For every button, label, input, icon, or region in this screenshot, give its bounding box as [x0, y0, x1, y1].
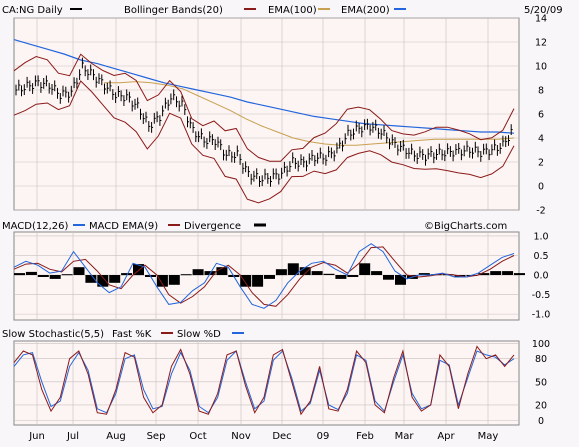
y-tick-label: 80	[535, 354, 547, 365]
divergence-bar	[25, 271, 37, 275]
y-tick-label: 50	[535, 377, 547, 388]
fast-k-label: Fast %K	[112, 329, 152, 340]
divergence-bar	[61, 274, 73, 276]
divergence-bar	[109, 275, 121, 283]
stoch-header: Slow Stochastic(5,5) Fast %K Slow %D	[2, 329, 244, 340]
x-tick-label: 09	[317, 431, 330, 442]
divergence-bar	[383, 275, 394, 280]
divergence-bar	[180, 274, 192, 276]
divergence-bar	[121, 273, 133, 276]
divergence-bar	[85, 275, 97, 283]
y-tick-label: 20	[535, 400, 547, 411]
macd-ema-line	[13, 246, 515, 307]
x-tick-label: Jun	[28, 431, 45, 442]
y-tick-label: 1.0	[533, 231, 548, 242]
bollinger-lower	[13, 80, 515, 204]
symbol-label: CA:NG Daily	[2, 5, 63, 16]
divergence-bar	[252, 275, 264, 287]
y-tick-label: 4	[538, 134, 544, 145]
y-tick-label: 10	[535, 62, 547, 73]
divergence-bar	[490, 271, 502, 275]
divergence-bar	[156, 275, 168, 287]
y-tick-label: 8	[538, 86, 544, 97]
bb-label: Bollinger Bands(20)	[124, 5, 223, 16]
bollinger-upper	[13, 53, 515, 162]
x-tick-label: Sep	[147, 431, 166, 442]
y-tick-label: 14	[535, 14, 547, 25]
divergence-bar	[418, 273, 430, 276]
divergence-bar	[395, 275, 406, 285]
x-tick-label: Mar	[395, 431, 415, 442]
divergence-bar	[287, 263, 299, 275]
x-tick-label: Feb	[356, 431, 374, 442]
price-y-tick-labels: -2 0 2 4 6 8 10 12 14	[535, 14, 547, 217]
divergence-bar	[275, 269, 287, 276]
macd-series-group	[13, 243, 525, 309]
x-tick-label: Aug	[106, 431, 126, 442]
macd-line	[13, 243, 515, 309]
x-tick-label: May	[478, 431, 499, 442]
x-tick-label: Dec	[272, 431, 291, 442]
y-tick-label: -1.0	[532, 310, 551, 321]
stoch-gridlines	[14, 341, 519, 425]
divergence-bar	[216, 267, 228, 275]
price-header: CA:NG Daily Bollinger Bands(20) EMA(100)…	[0, 0, 579, 18]
y-tick-label: -0.5	[532, 290, 551, 301]
x-tick-label: Nov	[231, 431, 251, 442]
divergence-bar	[371, 271, 383, 275]
divergence-bar	[168, 275, 180, 285]
divergence-bar	[502, 271, 514, 275]
x-tick-label: Oct	[189, 431, 206, 442]
stoch-series-group	[13, 345, 515, 416]
fast-k-line	[13, 345, 515, 416]
x-tick-label: Jul	[66, 431, 79, 442]
divergence-bar	[37, 275, 49, 277]
divergence-bar	[73, 267, 85, 275]
ema200-line	[13, 39, 515, 134]
date-label: 5/20/09	[524, 5, 563, 16]
divergence-bar	[97, 275, 109, 287]
divergence-bar	[311, 271, 323, 275]
macd-ema-label: MACD EMA(9)	[89, 221, 158, 232]
divergence-bar	[335, 275, 347, 279]
slow-d-label: Slow %D	[177, 329, 221, 340]
macd-label: MACD(12,26)	[2, 221, 69, 232]
y-tick-label: 0	[538, 182, 544, 193]
ema100-line	[104, 81, 515, 146]
divergence-bar	[299, 267, 311, 275]
price-gridlines	[14, 17, 519, 211]
y-tick-label: 12	[535, 38, 547, 49]
divergence-bar	[49, 275, 61, 279]
divergence-label: Divergence	[184, 221, 241, 232]
macd-y-tick-labels: 1.0 0.5 0.0 -0.5 -1.0	[532, 231, 551, 320]
y-tick-label: 0	[538, 416, 544, 427]
divergence-bar	[323, 273, 335, 275]
y-tick-label: 6	[538, 110, 544, 121]
x-tick-label: Apr	[437, 431, 455, 442]
y-tick-label: 2	[538, 158, 544, 169]
y-tick-label: -2	[536, 206, 545, 217]
y-tick-label: 0.0	[533, 271, 548, 282]
y-tick-label: 100	[532, 339, 550, 350]
x-axis-labels: Jun Jul Aug Sep Oct Nov Dec 09 Feb Mar Apr May	[28, 431, 498, 442]
divergence-bar	[514, 273, 525, 276]
y-tick-label: 0.5	[533, 251, 548, 262]
divergence-bar	[264, 275, 275, 279]
divergence-bar	[478, 273, 490, 276]
divergence-bar	[240, 275, 252, 287]
ema200-label: EMA(200)	[341, 5, 390, 16]
stoch-y-tick-labels: 100 80 50 20 0	[532, 339, 550, 427]
price-series-group	[13, 39, 515, 204]
ema100-label: EMA(100)	[268, 5, 317, 16]
divergence-bar	[359, 263, 371, 275]
stoch-title: Slow Stochastic(5,5)	[2, 329, 104, 340]
divergence-bar	[347, 275, 359, 277]
divergence-bar	[192, 269, 204, 276]
copyright-label: ©BigCharts.com	[424, 221, 507, 232]
divergence-bar	[14, 273, 25, 276]
macd-header: MACD(12,26) MACD EMA(9) Divergence ©BigC…	[2, 221, 507, 232]
divergence-bar	[133, 264, 144, 276]
